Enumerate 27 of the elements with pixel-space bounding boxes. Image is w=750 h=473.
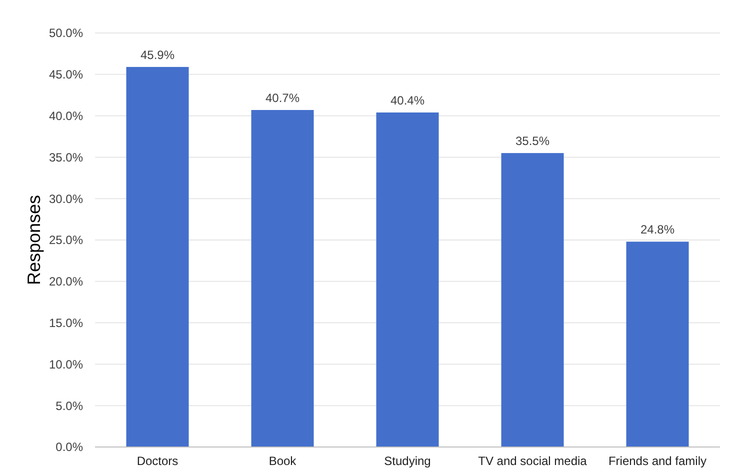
bar (376, 112, 439, 447)
x-tick-label: Book (268, 454, 298, 468)
y-tick-label: 50.0% (48, 26, 84, 40)
y-axis-title: Responses (24, 194, 44, 286)
x-tick-label: Doctors (136, 454, 178, 468)
data-label: 40.4% (390, 93, 425, 108)
x-tick-label: Friends and family (608, 454, 707, 468)
bar (501, 153, 564, 447)
y-tick-label: 30.0% (48, 192, 84, 206)
data-label: 45.9% (140, 48, 175, 62)
y-tick-label: 0.0% (56, 440, 84, 454)
bar (251, 110, 314, 447)
x-tick-label: TV and social media (478, 454, 588, 468)
y-tick-label: 15.0% (48, 316, 84, 330)
y-tick-label: 40.0% (48, 109, 84, 123)
bar (126, 66, 189, 447)
bar (626, 242, 689, 447)
data-label: 40.7% (265, 91, 300, 106)
y-tick-label: 25.0% (48, 233, 84, 248)
y-tick-label: 5.0% (56, 398, 84, 413)
data-label: 35.5% (515, 134, 550, 148)
y-tick-label: 35.0% (48, 150, 84, 164)
x-tick-label: Studying (384, 454, 431, 468)
y-tick-label: 20.0% (48, 274, 84, 289)
y-tick-label: 10.0% (48, 357, 84, 372)
data-label: 24.8% (640, 222, 675, 237)
y-tick-label: 45.0% (48, 68, 84, 82)
